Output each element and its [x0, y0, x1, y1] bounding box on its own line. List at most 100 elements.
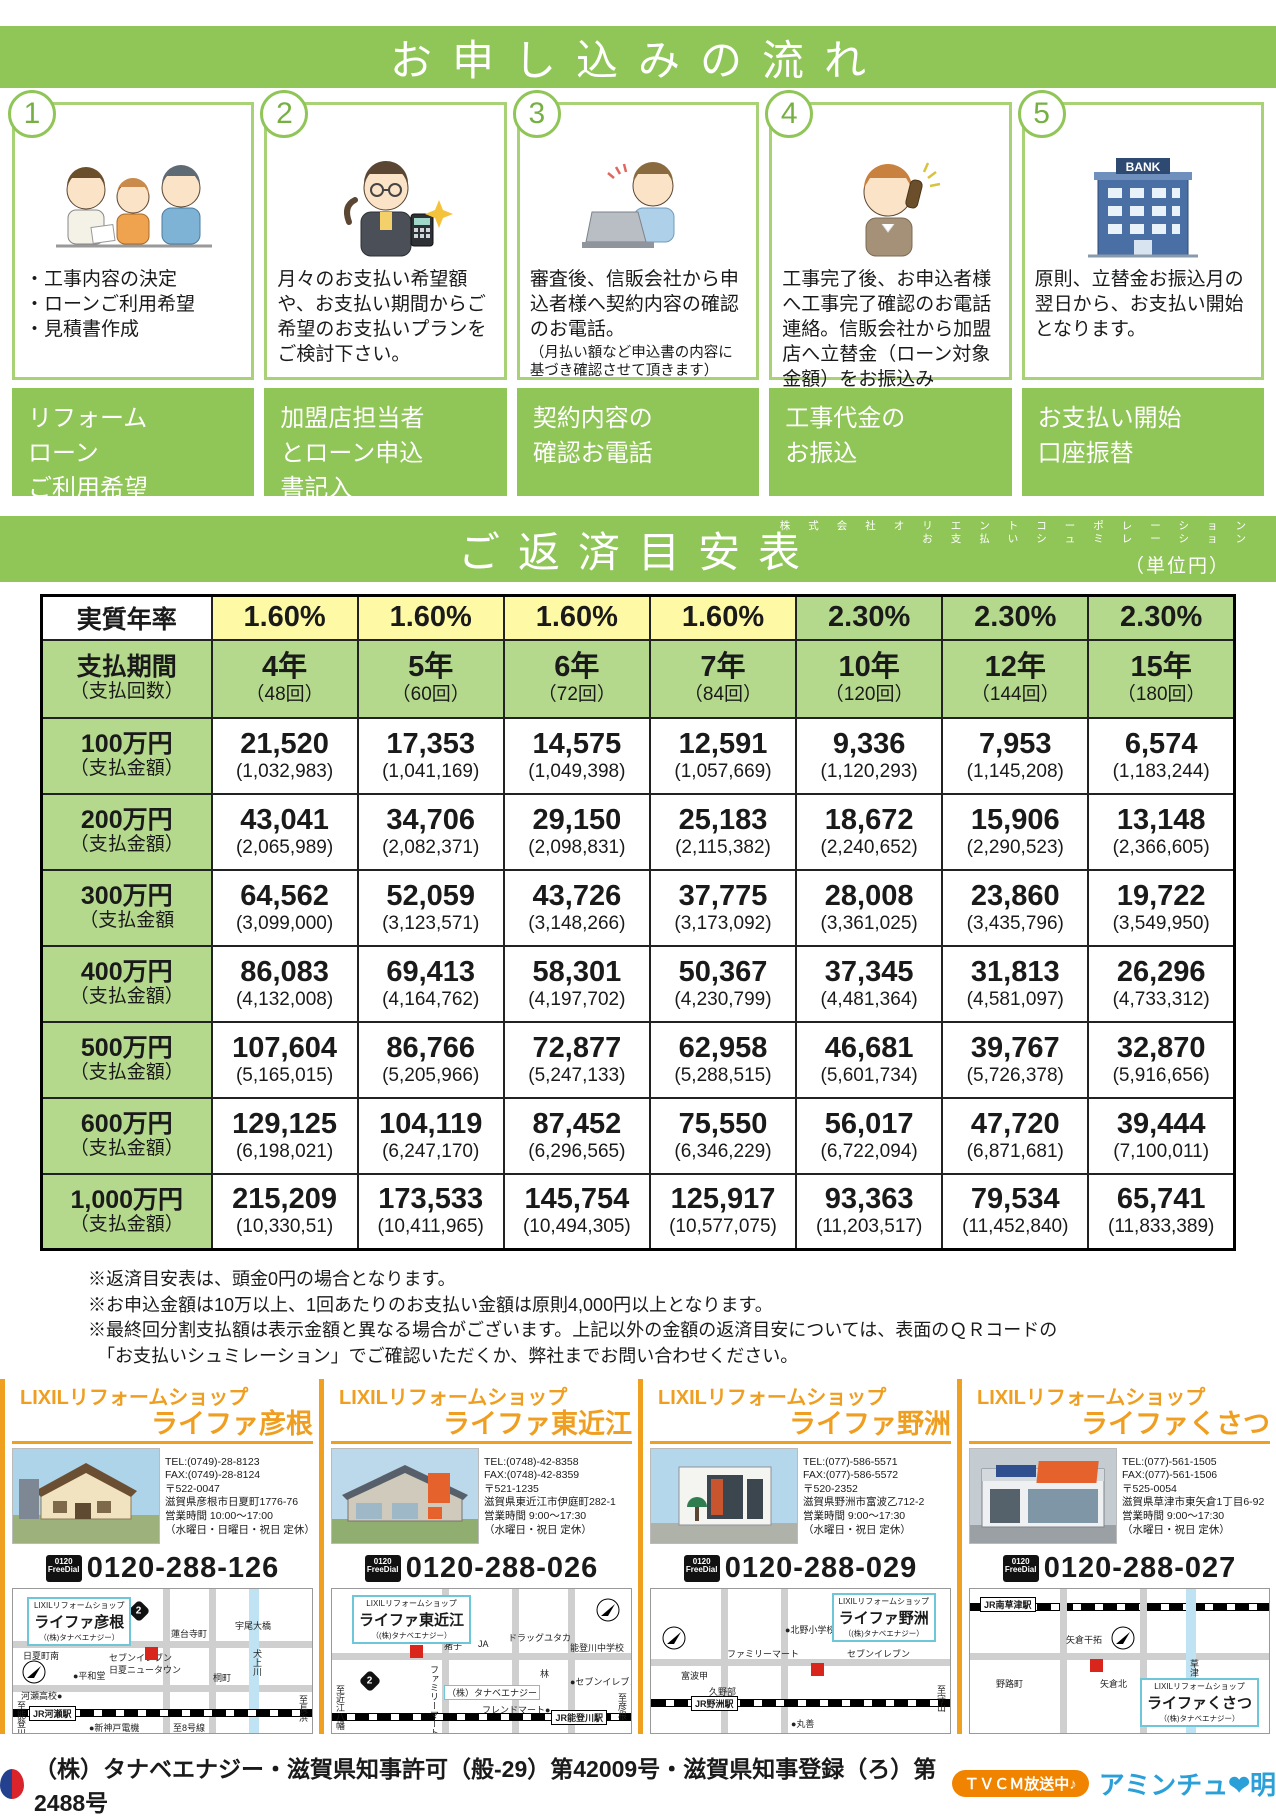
step-box: 審査後、信販会社から申込者様へ契約内容の確認のお電話。 （月払い額など申込書の内…	[516, 102, 760, 380]
step-description: ・工事内容の決定 ・ローンご利用希望 ・見積書作成	[25, 269, 196, 341]
salesman-calculator-illustration	[277, 149, 493, 267]
step-number-badge: 4	[765, 90, 814, 138]
payment-cell: 39,444 (7,100,011)	[1087, 1096, 1236, 1175]
repayment-title-banner: ご返済目安表 株式会社オリエントコーポレーション お支払いシュミレーション （単…	[0, 516, 1276, 582]
shop-map: LIXILリフォームショップ ライファ彦根 （(株)タナベエナジー） 2 蓮台寺…	[12, 1587, 313, 1734]
payment-cell: 32,870 (5,916,656)	[1087, 1020, 1236, 1099]
map-landmark: ドラッグユタカ	[508, 1632, 572, 1643]
payment-cell: 58,301 (4,197,702)	[502, 944, 651, 1023]
rate-cell: 2.30%	[941, 594, 1090, 641]
aminchu-logo: アミンチュ❤明	[1099, 1765, 1276, 1802]
company-logo-icon	[0, 1768, 24, 1799]
shop-zip: 〒520-2352	[803, 1482, 858, 1495]
map-landmark: 至8号線	[173, 1722, 206, 1733]
shop-cards: LIXILリフォームショップ ライファ彦根 TEL:(0749)-28-8123…	[0, 1379, 1276, 1734]
shop-hours: 営業時間 9:00～17:30	[803, 1510, 906, 1523]
shop-brand: LIXILリフォームショップ	[977, 1387, 1206, 1410]
payment-cell: 62,958 (5,288,515)	[648, 1020, 798, 1099]
footer-license-text: （株）タナベエナジー・滋賀県知事許可（般-29）第42009号・滋賀県知事登録（…	[34, 1755, 937, 1816]
step-box: 月々のお支払い希望額や、お支払い期間からご希望のお支払いプランをご検討下さい。	[264, 102, 507, 380]
shop-photo	[12, 1447, 160, 1544]
freedial-icon: 0120 FreeDial	[683, 1554, 720, 1582]
freedial-icon: 0120 FreeDial	[364, 1554, 401, 1582]
unit-note: （単位円）	[1124, 556, 1230, 577]
step-label: 契約内容の 確認お電話	[516, 388, 760, 496]
freedial-number: 0120-288-126	[86, 1551, 280, 1584]
payment-cell: 31,813 (4,581,097)	[941, 944, 1090, 1023]
step-box: 工事完了後、お申込者様へ工事完了確認のお電話連絡。信販会社から加盟店へ立替金（ロ…	[769, 102, 1012, 390]
repayment-table: 実質年率 1.60% 1.60% 1.60% 1.60% 2.30% 2.30%…	[40, 594, 1236, 1251]
freedial-row: 0120 FreeDial 0120-288-029	[650, 1552, 951, 1585]
shop-details: TEL:(0749)-28-8123 FAX:(0749)-28-8124 〒5…	[165, 1448, 315, 1548]
map-landmark: セブンイレブン	[847, 1648, 911, 1659]
shop-map: LIXILリフォームショップ ライファくさつ （(株)タナベエナジー） 矢倉干拓…	[969, 1587, 1270, 1734]
shop-header: LIXILリフォームショップ ライファ東近江	[331, 1381, 632, 1444]
payment-cell: 173,533 (10,411,965)	[356, 1172, 505, 1251]
shop-header: LIXILリフォームショップ ライファくさつ	[969, 1381, 1270, 1444]
payment-cell: 47,720 (6,871,681)	[941, 1096, 1090, 1175]
payment-cell: 34,706 (2,082,371)	[356, 792, 505, 871]
map-edge-label: 至守山	[936, 1684, 946, 1712]
shop-holiday: （水曜日・祝日 定休）	[803, 1523, 911, 1536]
note-line: ※お申込金額は10万以上、1回あたりのお支払い金額は原則4,000円以上となりま…	[88, 1294, 773, 1315]
shop-fax: FAX:(077)-586-5572	[803, 1469, 899, 1482]
map-landmark: ファミリーマート	[429, 1664, 439, 1734]
map-landmark: セブンイレブン	[109, 1652, 173, 1663]
river	[249, 1588, 259, 1733]
payment-cell: 43,041 (2,065,989)	[210, 792, 359, 871]
compass-icon	[22, 1660, 46, 1684]
map-edge-label: 至近江八幡	[335, 1684, 345, 1730]
phone-call-illustration	[782, 149, 998, 267]
payment-cell: 64,562 (3,099,000)	[210, 868, 359, 947]
map-landmark: 桐町	[213, 1672, 232, 1683]
payment-cell: 65,741 (11,833,389)	[1087, 1172, 1236, 1251]
map-edge-label: 至長浜	[298, 1694, 308, 1722]
period-header-sub: （支払回数）	[69, 681, 184, 703]
route-badge: 2	[358, 1669, 382, 1692]
shop-zip: 〒522-0047	[165, 1482, 220, 1495]
shop-map: LIXILリフォームショップ ライファ野洲 （(株)タナベエナジー） ●北野小学…	[650, 1587, 951, 1734]
payment-cell: 23,860 (3,435,796)	[941, 868, 1090, 947]
note-line: ※最終回分割支払額は表示金額と異なる場合がございます。上記以外の金額の返済目安に…	[88, 1320, 1058, 1341]
shop-card-yasu: LIXILリフォームショップ ライファ野洲 TEL:(077)-586-5571…	[638, 1379, 957, 1734]
aminchu-logo-text: アミンチュ❤明	[1098, 1770, 1276, 1801]
shop-hours: 営業時間 9:00～17:30	[484, 1510, 587, 1523]
period-cell: 4年 （48回）	[210, 638, 359, 719]
payment-cell: 215,209 (10,330,51)	[210, 1172, 359, 1251]
payment-cell: 12,591 (1,057,669)	[648, 716, 798, 795]
freedial-icon: 0120 FreeDial	[45, 1554, 82, 1582]
payment-cell: 6,574 (1,183,244)	[1087, 716, 1236, 795]
payment-cell: 125,917 (10,577,075)	[648, 1172, 798, 1251]
shop-card-hikone: LIXILリフォームショップ ライファ彦根 TEL:(0749)-28-8123…	[0, 1379, 319, 1734]
station-label: JR能登川駅	[551, 1709, 607, 1725]
shop-brand: LIXILリフォームショップ	[339, 1387, 568, 1410]
step-description: 月々のお支払い希望額や、お支払い期間からご希望のお支払いプランをご検討下さい。	[277, 269, 487, 366]
amount-row-600: 600万円 （支払金額） 129,125 (6,198,021) 104,119 (6…	[40, 1096, 1236, 1175]
payment-cell: 52,059 (3,123,571)	[356, 868, 505, 947]
payment-cell: 56,017 (6,722,094)	[795, 1096, 944, 1175]
payment-cell: 104,119 (6,247,170)	[356, 1096, 505, 1175]
flow-step-1: 1 ・工事内容の決定 ・ローンご利用希望 ・見積書作成	[8, 90, 255, 502]
compass-icon	[1111, 1626, 1135, 1650]
map-shop-label: LIXILリフォームショップ ライファくさつ （(株)タナベエナジー）	[1139, 1677, 1259, 1727]
period-cell: 15年 （180回）	[1087, 638, 1236, 719]
payment-cell: 79,534 (11,452,840)	[941, 1172, 1090, 1251]
map-landmark: JA	[478, 1638, 489, 1649]
map-landmark: フレンドマート●	[482, 1704, 551, 1715]
amount-row-1000: 1,000万円 （支払金額） 215,209 (10,330,51) 173,533…	[40, 1172, 1236, 1251]
shop-map: LIXILリフォームショップ ライファ東近江 （(株)タナベエナジー） 2 猪子…	[331, 1587, 632, 1734]
table-notes: ※返済目安表は、頭金0円の場合となります。 ※お申込金額は10万以上、1回あたり…	[88, 1267, 1276, 1369]
compass-icon	[596, 1598, 620, 1622]
map-landmark: 猪子	[444, 1640, 463, 1651]
map-landmark: 富波甲	[681, 1670, 709, 1681]
shop-address: 滋賀県東近江市伊庭町282-1	[484, 1496, 616, 1509]
map-edge-label: 至彦根	[617, 1692, 627, 1720]
shop-hours: 営業時間 9:00～17:30	[1122, 1510, 1225, 1523]
flow-step-2: 2 月々のお支払い希望額や、お支払い期間からご希望	[260, 90, 507, 502]
amount-row-400: 400万円 （支払金額） 86,083 (4,132,008) 69,413 (4,1…	[40, 944, 1236, 1023]
side-note-line2: お支払いシュミレーション	[922, 533, 1264, 546]
map-landmark: ●平和堂	[73, 1670, 106, 1681]
period-row-header: 支払期間 （支払回数）	[40, 638, 213, 719]
note-line: ※返済目安表は、頭金0円の場合となります。	[88, 1269, 456, 1289]
shop-address: 滋賀県彦根市日夏町1776-76	[165, 1496, 299, 1509]
